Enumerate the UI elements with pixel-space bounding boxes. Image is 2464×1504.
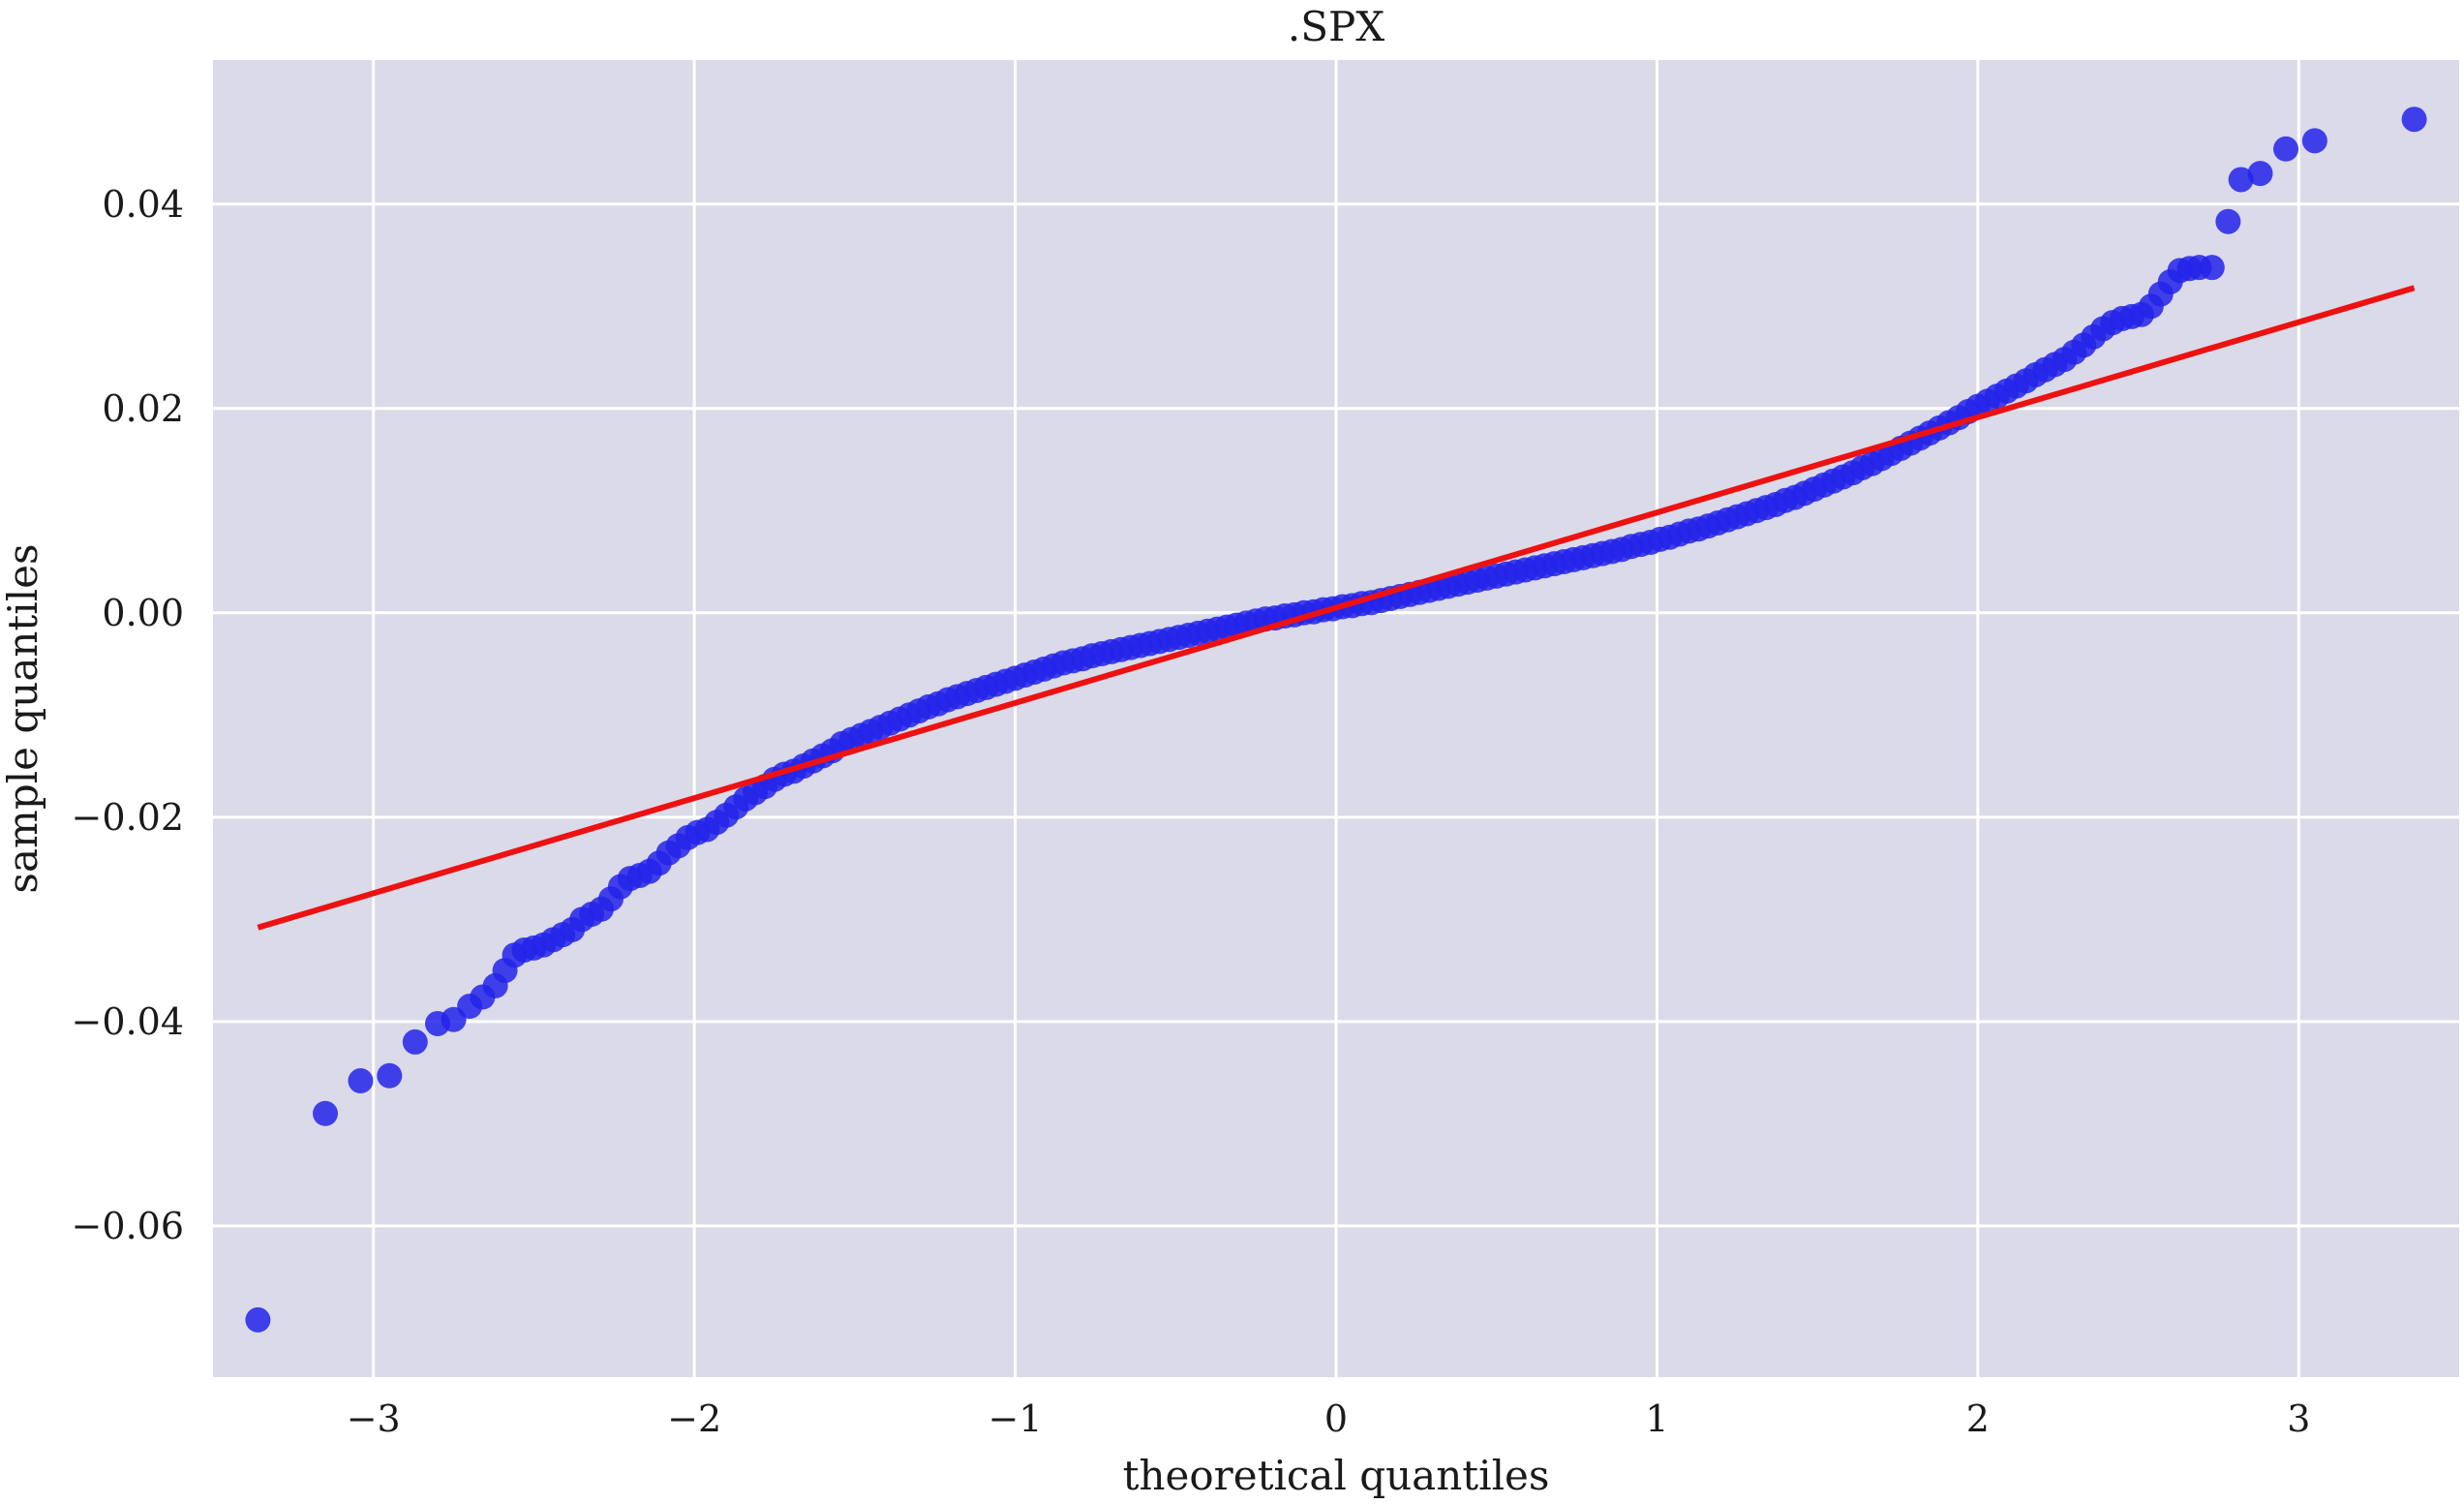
- chart-title: .SPX: [1288, 3, 1384, 50]
- data-point: [2215, 208, 2241, 234]
- y-tick-label: −0.04: [72, 1000, 184, 1043]
- data-point: [2401, 107, 2427, 133]
- x-tick-label: −3: [347, 1397, 401, 1440]
- y-tick-label: 0.02: [102, 387, 184, 430]
- x-axis-ticks: −3 −2 −1 0 1 2 3: [347, 1397, 2311, 1440]
- y-axis-ticks: −0.06 −0.04 −0.02 0.00 0.02 0.04: [72, 183, 184, 1247]
- data-point: [2273, 136, 2299, 162]
- y-tick-label: −0.06: [72, 1205, 184, 1247]
- x-tick-label: 2: [1966, 1397, 1990, 1440]
- data-point: [2199, 255, 2225, 281]
- data-point: [245, 1306, 271, 1333]
- y-tick-label: 0.00: [102, 592, 184, 634]
- data-point: [2301, 128, 2327, 154]
- x-tick-label: 0: [1324, 1397, 1348, 1440]
- x-tick-label: −1: [989, 1397, 1043, 1440]
- x-axis-label: theoretical quantiles: [1123, 1452, 1550, 1499]
- fit-line: [257, 285, 2416, 931]
- data-point: [2228, 167, 2254, 193]
- x-tick-label: 1: [1645, 1397, 1668, 1440]
- data-point: [348, 1068, 374, 1094]
- y-axis-label: sample quantiles: [0, 543, 46, 893]
- data-point: [377, 1062, 403, 1089]
- y-tick-label: 0.04: [102, 183, 184, 226]
- data-point: [2247, 161, 2273, 187]
- fit-line-group: [257, 285, 2416, 931]
- x-tick-label: 3: [2287, 1397, 2310, 1440]
- x-tick-label: −2: [667, 1397, 721, 1440]
- y-tick-label: −0.02: [72, 796, 184, 839]
- data-point: [313, 1100, 338, 1126]
- data-point: [402, 1028, 428, 1055]
